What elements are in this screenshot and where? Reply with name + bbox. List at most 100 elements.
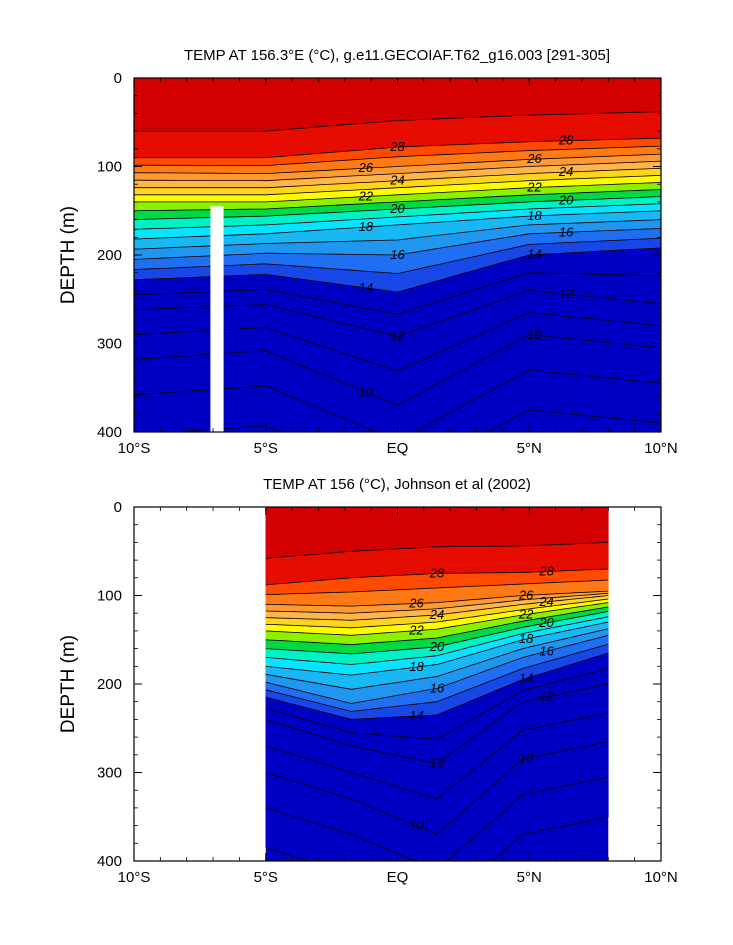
contour-line: [265, 668, 609, 740]
contour-label: 18: [409, 659, 424, 674]
contour-line: [265, 683, 609, 765]
top-x-tick-label: 10°S: [118, 440, 151, 457]
contour-line: [265, 611, 609, 655]
top-tick-marks: [133, 77, 662, 433]
contour-label: 12: [430, 756, 445, 771]
contour-label: 16: [539, 643, 554, 658]
contour-label: 24: [538, 594, 553, 609]
bottom-contour-field: [265, 507, 609, 861]
contour-label: 14: [409, 708, 423, 723]
contour-line: [265, 579, 609, 595]
contour-label: 10: [409, 818, 424, 833]
contour-line: [265, 634, 609, 704]
top-x-tick-label: EQ: [387, 440, 409, 457]
bottom-y-axis-label: DEPTH (m): [58, 635, 79, 733]
bottom-y-tick-label: 100: [97, 588, 122, 605]
contour-label: 22: [518, 607, 534, 622]
contour-label: 22: [526, 180, 542, 195]
contour-line: [265, 598, 609, 629]
bottom-tick-marks: [133, 506, 662, 862]
contour-label: 28: [429, 565, 445, 580]
contour-line: [265, 590, 609, 607]
contour-line: [265, 776, 609, 861]
contour-line: [265, 592, 609, 614]
contour-label: 18: [359, 219, 374, 234]
contour-line: [265, 616, 609, 665]
contour-line: [265, 712, 609, 800]
contour-label: 26: [518, 587, 534, 602]
contour-label: 28: [389, 139, 405, 154]
contour-label: 10: [359, 384, 374, 399]
contour-label: 24: [389, 173, 404, 188]
contour-line: [265, 628, 609, 690]
contour-label: 22: [408, 623, 424, 638]
contour-line: [265, 606, 609, 646]
bottom-contour-labels: 28 28 26 26 24 24 22 22 20 20 18 18 16 16 14 14 12 12 10 10: [408, 564, 554, 834]
contour-line: [134, 153, 661, 175]
contour-label: 16: [390, 247, 405, 262]
contour-label: 26: [408, 595, 424, 610]
bottom-x-axis: 10°S 5°S EQ 5°N 10°N: [118, 869, 678, 886]
contour-label: 26: [358, 160, 374, 175]
contour-label: 18: [527, 208, 542, 223]
contour-line: [134, 137, 661, 159]
bottom-y-tick-label: 400: [97, 853, 122, 870]
bottom-x-tick-label: 5°S: [254, 869, 278, 886]
bottom-x-tick-label: 5°N: [517, 869, 542, 886]
top-x-axis: 10°S 5°S EQ 5°N 10°N: [118, 440, 678, 457]
bottom-x-tick-label: 10°S: [118, 869, 151, 886]
top-y-axis: 0 100 200 300 400: [97, 70, 122, 441]
contour-label: 12: [390, 328, 405, 343]
contour-label: 14: [527, 247, 541, 262]
top-y-tick-label: 100: [97, 159, 122, 176]
bottom-panel-title: TEMP AT 156 (°C), Johnson et al (2002): [263, 476, 531, 493]
contour-line: [265, 652, 609, 720]
contour-label: 12: [559, 286, 574, 301]
contour-label: 10: [527, 327, 542, 342]
bottom-panel: TEMP AT 156 (°C), Johnson et al (2002) D…: [58, 476, 678, 886]
temperature-band: [265, 816, 609, 861]
contour-line: [265, 621, 609, 676]
bottom-y-axis: 0 100 200 300 400: [97, 499, 122, 870]
contour-label: 28: [538, 564, 554, 579]
contour-line: [265, 602, 609, 636]
contour-label: 22: [358, 189, 374, 204]
contour-label: 16: [559, 224, 574, 239]
bottom-x-tick-label: 10°N: [644, 869, 678, 886]
contour-label: 20: [538, 615, 554, 630]
top-y-tick-label: 200: [97, 247, 122, 264]
missing-data-gap: [210, 206, 224, 432]
top-y-tick-label: 400: [97, 424, 122, 441]
contour-line: [134, 175, 661, 196]
top-y-tick-label: 0: [114, 70, 122, 87]
top-contour-labels: 28 28 26 26 24 24 22 22 20 20 18 18 16 16 14 14 12 12 10 10: [358, 133, 574, 400]
contour-label: 14: [519, 671, 533, 686]
contour-label: 20: [389, 201, 405, 216]
contour-line: [265, 643, 609, 712]
bottom-x-tick-label: EQ: [387, 869, 409, 886]
contour-label: 20: [429, 639, 445, 654]
contour-label: 24: [429, 607, 444, 622]
contour-line: [265, 542, 609, 559]
contour-line: [134, 182, 661, 203]
contour-label: 18: [519, 631, 534, 646]
top-y-axis-label: DEPTH (m): [58, 206, 79, 304]
contour-label: 26: [526, 151, 542, 166]
contour-label: 12: [539, 689, 554, 704]
contour-label: 28: [558, 133, 574, 148]
bottom-y-tick-label: 300: [97, 765, 122, 782]
contour-label: 16: [430, 680, 445, 695]
top-contour-field: [134, 78, 661, 432]
top-y-tick-label: 300: [97, 336, 122, 353]
contour-label: 10: [519, 751, 534, 766]
contour-line: [265, 741, 609, 835]
top-x-tick-label: 5°N: [517, 440, 542, 457]
contour-label: 14: [359, 280, 373, 295]
contour-line: [134, 111, 661, 132]
contour-line: [134, 160, 661, 182]
contour-label: 20: [558, 192, 574, 207]
top-x-tick-label: 5°S: [254, 440, 278, 457]
bottom-y-tick-label: 0: [114, 499, 122, 516]
top-panel-title: TEMP AT 156.3°E (°C), g.e11.GECOIAF.T62_…: [184, 47, 610, 64]
